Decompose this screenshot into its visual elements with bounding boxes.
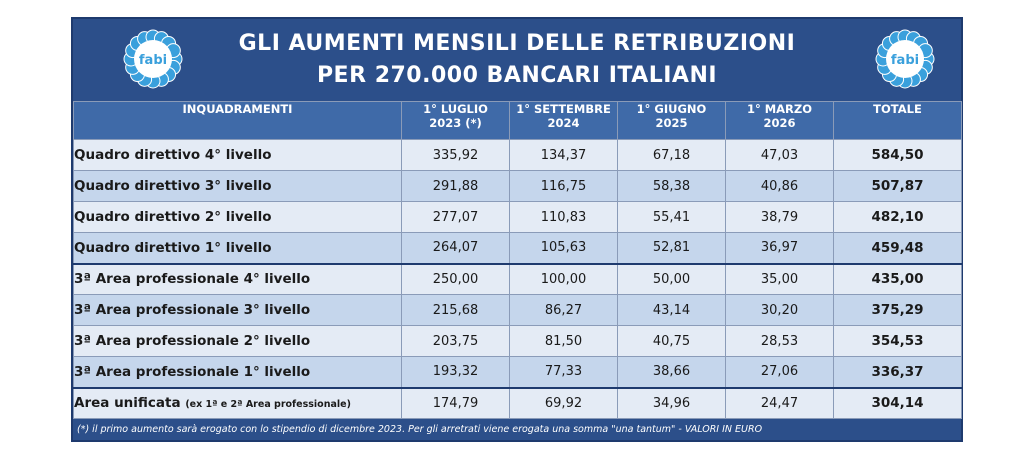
value-cell: 40,75 [617,325,726,357]
column-header-totale: TOTALE [833,101,962,140]
row-label-text: 3ª Area professionale 4° livello [74,271,311,288]
row-label: Quadro direttivo 2° livello [73,201,402,233]
value-cell: 43,14 [617,294,726,326]
column-header-giugno-2025: 1° GIUGNO 2025 [617,101,726,140]
table-row: 3ª Area professionale 3° livello 215,68 86… [73,294,962,326]
value-cell: 47,03 [725,139,834,171]
value-cell: 50,00 [617,262,726,295]
value-cell: 215,68 [401,294,510,326]
value-cell: 77,33 [509,356,618,388]
table-row: Area unificata (ex 1ª e 2ª Area professi… [73,386,962,419]
value-cell: 34,96 [617,386,726,419]
value-cell: 250,00 [401,262,510,295]
value-cell: 100,00 [509,262,618,295]
row-label: 3ª Area professionale 3° livello [73,294,402,326]
value-cell: 67,18 [617,139,726,171]
row-label: 3ª Area professionale 4° livello [73,262,402,295]
value-cell: 52,81 [617,232,726,264]
value-cell: 86,27 [509,294,618,326]
table-row: 3ª Area professionale 4° livello 250,00 10… [73,262,962,295]
row-label: 3ª Area professionale 2° livello [73,325,402,357]
value-cell: 105,63 [509,232,618,264]
total-cell: 482,10 [833,201,962,233]
table-header-row: INQUADRAMENTI 1° LUGLIO 2023 (*) 1° SETTEM… [73,101,962,140]
value-cell: 335,92 [401,139,510,171]
value-cell: 264,07 [401,232,510,264]
value-cell: 277,07 [401,201,510,233]
row-label-text: Quadro direttivo 1° livello [74,239,272,256]
table-row: 3ª Area professionale 1° livello 193,32 77… [73,356,962,388]
value-cell: 69,92 [509,386,618,419]
title-banner: fabi GLI AUMENTI MENSILI DELLE RETRIBUZI… [73,19,961,101]
row-label: Area unificata (ex 1ª e 2ª Area professi… [73,386,402,419]
value-cell: 174,79 [401,386,510,419]
row-label-text: 3ª Area professionale 2° livello [74,333,311,349]
value-cell: 110,83 [509,201,618,233]
fabi-logo-left: fabi [123,29,183,89]
row-label-text: Quadro direttivo 4° livello [74,147,272,163]
value-cell: 81,50 [509,325,618,357]
row-label: Quadro direttivo 1° livello [73,232,402,264]
row-label-text: 3ª Area professionale 3° livello [74,302,311,318]
row-label-text: 3ª Area professionale 1° livello [74,363,311,380]
value-cell: 134,37 [509,139,618,171]
title-line-2: PER 270.000 BANCARI ITALIANI [316,63,718,88]
total-cell: 336,37 [833,356,962,388]
total-cell: 507,87 [833,170,962,202]
value-cell: 30,20 [725,294,834,326]
total-cell: 375,29 [833,294,962,326]
total-cell: 435,00 [833,262,962,295]
total-cell: 584,50 [833,139,962,171]
row-label: Quadro direttivo 4° livello [73,139,402,171]
column-header-inquadramenti: INQUADRAMENTI [73,101,402,140]
title-line-1: GLI AUMENTI MENSILI DELLE RETRIBUZIONI [238,31,796,56]
value-cell: 38,66 [617,356,726,388]
value-cell: 28,53 [725,325,834,357]
value-cell: 58,38 [617,170,726,202]
value-cell: 27,06 [725,356,834,388]
value-cell: 193,32 [401,356,510,388]
table-row: Quadro direttivo 4° livello 335,92 134,37 6… [73,139,962,171]
value-cell: 35,00 [725,262,834,295]
logo-wordmark: fabi [891,53,919,68]
table-row: Quadro direttivo 1° livello 264,07 105,63 5… [73,232,962,264]
row-label: 3ª Area professionale 1° livello [73,356,402,388]
column-header-marzo-2026: 1° MARZO 2026 [725,101,834,140]
value-cell: 40,86 [725,170,834,202]
total-cell: 354,53 [833,325,962,357]
value-cell: 36,97 [725,232,834,264]
salary-table: INQUADRAMENTI 1° LUGLIO 2023 (*) 1° SETTEM… [73,101,962,419]
infographic-frame: fabi GLI AUMENTI MENSILI DELLE RETRIBUZI… [71,17,963,442]
table-row: Quadro direttivo 2° livello 277,07 110,83 5… [73,201,962,233]
footnote: (*) il primo aumento sarà erogato con lo… [73,419,961,440]
logo-wordmark: fabi [139,53,167,68]
row-label-text: Quadro direttivo 3° livello [74,178,272,194]
value-cell: 55,41 [617,201,726,233]
total-cell: 459,48 [833,232,962,264]
column-header-luglio-2023: 1° LUGLIO 2023 (*) [401,101,510,140]
value-cell: 24,47 [725,386,834,419]
fabi-logo-right: fabi [875,29,935,89]
column-header-settembre-2024: 1° SETTEMBRE 2024 [509,101,618,140]
value-cell: 38,79 [725,201,834,233]
value-cell: 203,75 [401,325,510,357]
row-label-text: Quadro direttivo 2° livello [74,209,272,225]
row-label: Quadro direttivo 3° livello [73,170,402,202]
total-cell: 304,14 [833,386,962,419]
table-row: Quadro direttivo 3° livello 291,88 116,75 5… [73,170,962,202]
value-cell: 291,88 [401,170,510,202]
table-row: 3ª Area professionale 2° livello 203,75 81… [73,325,962,357]
value-cell: 116,75 [509,170,618,202]
row-label-note: (ex 1ª e 2ª Area professionale) [185,399,351,411]
row-label-text: Area unificata [74,395,181,412]
